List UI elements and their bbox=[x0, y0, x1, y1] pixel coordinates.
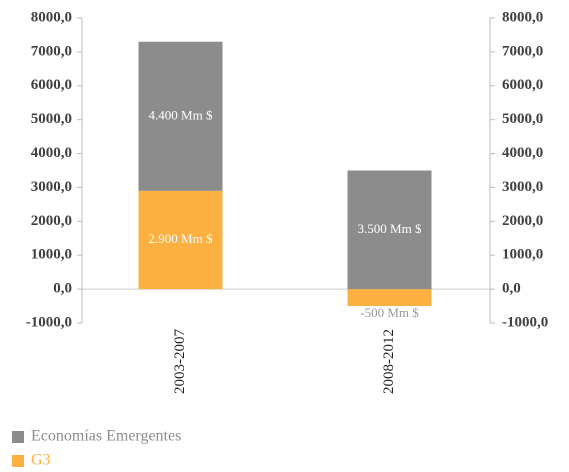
y-tick-label: 7000,0 bbox=[31, 43, 72, 59]
bar bbox=[347, 170, 432, 290]
y-tick-label: 0,0 bbox=[53, 281, 72, 297]
x-tick-label: 2008-2012 bbox=[381, 329, 397, 394]
y2-tick-label: 0,0 bbox=[502, 281, 521, 297]
y-tick-label: 4000,0 bbox=[31, 145, 72, 161]
legend-label: Economías Emergentes bbox=[31, 428, 181, 445]
y2-tick-label: 2000,0 bbox=[502, 213, 543, 229]
x-tick-label: 2003-2007 bbox=[172, 329, 188, 394]
value-label: 4.400 Mm $ bbox=[149, 107, 213, 122]
legend-swatch bbox=[12, 455, 24, 467]
y-tick-label: 1000,0 bbox=[31, 247, 72, 263]
y-tick-label: 6000,0 bbox=[31, 77, 72, 93]
bar bbox=[138, 190, 223, 290]
legend-label: G3 bbox=[31, 452, 51, 469]
value-label: -500 Mm $ bbox=[360, 305, 419, 320]
y-tick-label: 5000,0 bbox=[31, 111, 72, 127]
y-tick-label: 8000,0 bbox=[31, 9, 72, 25]
legend-swatch bbox=[12, 431, 24, 443]
y2-tick-label: -1000,0 bbox=[502, 314, 548, 330]
y2-tick-label: 1000,0 bbox=[502, 247, 543, 263]
value-label: 2.900 Mm $ bbox=[149, 231, 213, 246]
y-tick-label: 2000,0 bbox=[31, 213, 72, 229]
y2-tick-label: 5000,0 bbox=[502, 111, 543, 127]
y2-tick-label: 6000,0 bbox=[502, 77, 543, 93]
bar bbox=[347, 289, 432, 307]
y-tick-label: -1000,0 bbox=[26, 314, 72, 330]
bar bbox=[138, 41, 223, 191]
y2-tick-label: 4000,0 bbox=[502, 145, 543, 161]
value-label: 3.500 Mm $ bbox=[358, 221, 422, 236]
y2-tick-label: 3000,0 bbox=[502, 179, 543, 195]
y2-tick-label: 8000,0 bbox=[502, 9, 543, 25]
y-tick-label: 3000,0 bbox=[31, 179, 72, 195]
y2-tick-label: 7000,0 bbox=[502, 43, 543, 59]
